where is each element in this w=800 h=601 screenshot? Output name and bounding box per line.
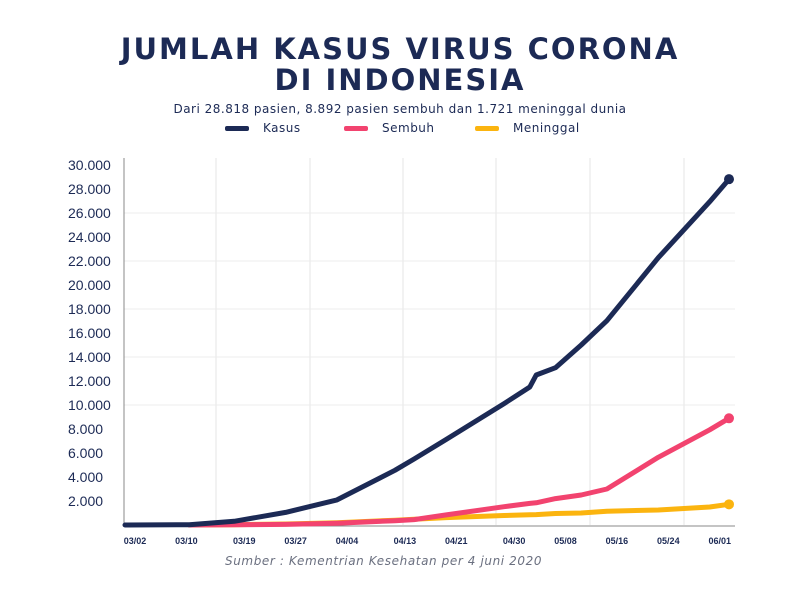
y-tick-label: 22.000 <box>68 253 111 269</box>
y-tick-label: 14.000 <box>68 349 111 365</box>
chart-title-line-1: JUMLAH KASUS VIRUS CORONA <box>120 32 680 66</box>
y-tick-label: 10.000 <box>68 397 111 413</box>
legend: Kasus Sembuh Meninggal <box>0 121 800 137</box>
y-tick-label: 26.000 <box>68 205 111 221</box>
x-tick-label: 04/13 <box>394 536 417 546</box>
legend-item-meninggal: Meninggal <box>475 121 580 135</box>
x-tick-label: 05/16 <box>606 536 629 546</box>
x-tick-label: 05/24 <box>657 536 680 546</box>
legend-swatch-sembuh <box>344 125 368 131</box>
y-tick-label: 12.000 <box>68 373 111 389</box>
series-line-sembuh <box>186 415 732 528</box>
chart-title-line-2: DI INDONESIA <box>274 63 526 97</box>
series-end-point-sembuh <box>724 413 734 424</box>
legend-label-kasus: Kasus <box>263 121 301 135</box>
y-tick-label: 30.000 <box>68 157 111 173</box>
x-tick-label: 04/04 <box>336 536 359 546</box>
y-tick-label: 8.000 <box>68 421 103 437</box>
series-end-point-kasus <box>724 174 734 185</box>
y-tick-label: 6.000 <box>68 445 103 461</box>
x-tick-label: 03/10 <box>175 536 198 546</box>
y-tick-label: 28.000 <box>68 181 111 197</box>
x-tick-label: 04/21 <box>445 536 468 546</box>
y-tick-label: 18.000 <box>68 301 111 317</box>
legend-item-kasus: Kasus <box>225 121 301 135</box>
y-tick-label: 20.000 <box>68 277 111 293</box>
legend-swatch-meninggal <box>475 125 499 131</box>
y-tick-label: 4.000 <box>68 469 103 485</box>
x-tick-label: 06/01 <box>708 536 731 546</box>
x-tick-label: 05/08 <box>554 536 577 546</box>
y-tick-label: 24.000 <box>68 229 111 245</box>
chart-subtitle: Dari 28.818 pasien, 8.892 pasien sembuh … <box>173 102 627 116</box>
y-tick-label: 16.000 <box>68 325 111 341</box>
series-end-point-meninggal <box>724 499 734 510</box>
series-line-kasus <box>122 176 732 528</box>
x-tick-label: 03/27 <box>284 536 307 546</box>
y-tick-label: 2.000 <box>68 493 103 509</box>
legend-swatch-kasus <box>225 125 249 131</box>
source-note: Sumber : Kementrian Kesehatan per 4 juni… <box>225 554 543 568</box>
x-tick-label: 04/30 <box>503 536 526 546</box>
legend-label-meninggal: Meninggal <box>513 121 580 135</box>
x-tick-label: 03/02 <box>124 536 147 546</box>
legend-label-sembuh: Sembuh <box>382 121 435 135</box>
legend-item-sembuh: Sembuh <box>344 121 435 135</box>
x-tick-label: 03/19 <box>233 536 256 546</box>
